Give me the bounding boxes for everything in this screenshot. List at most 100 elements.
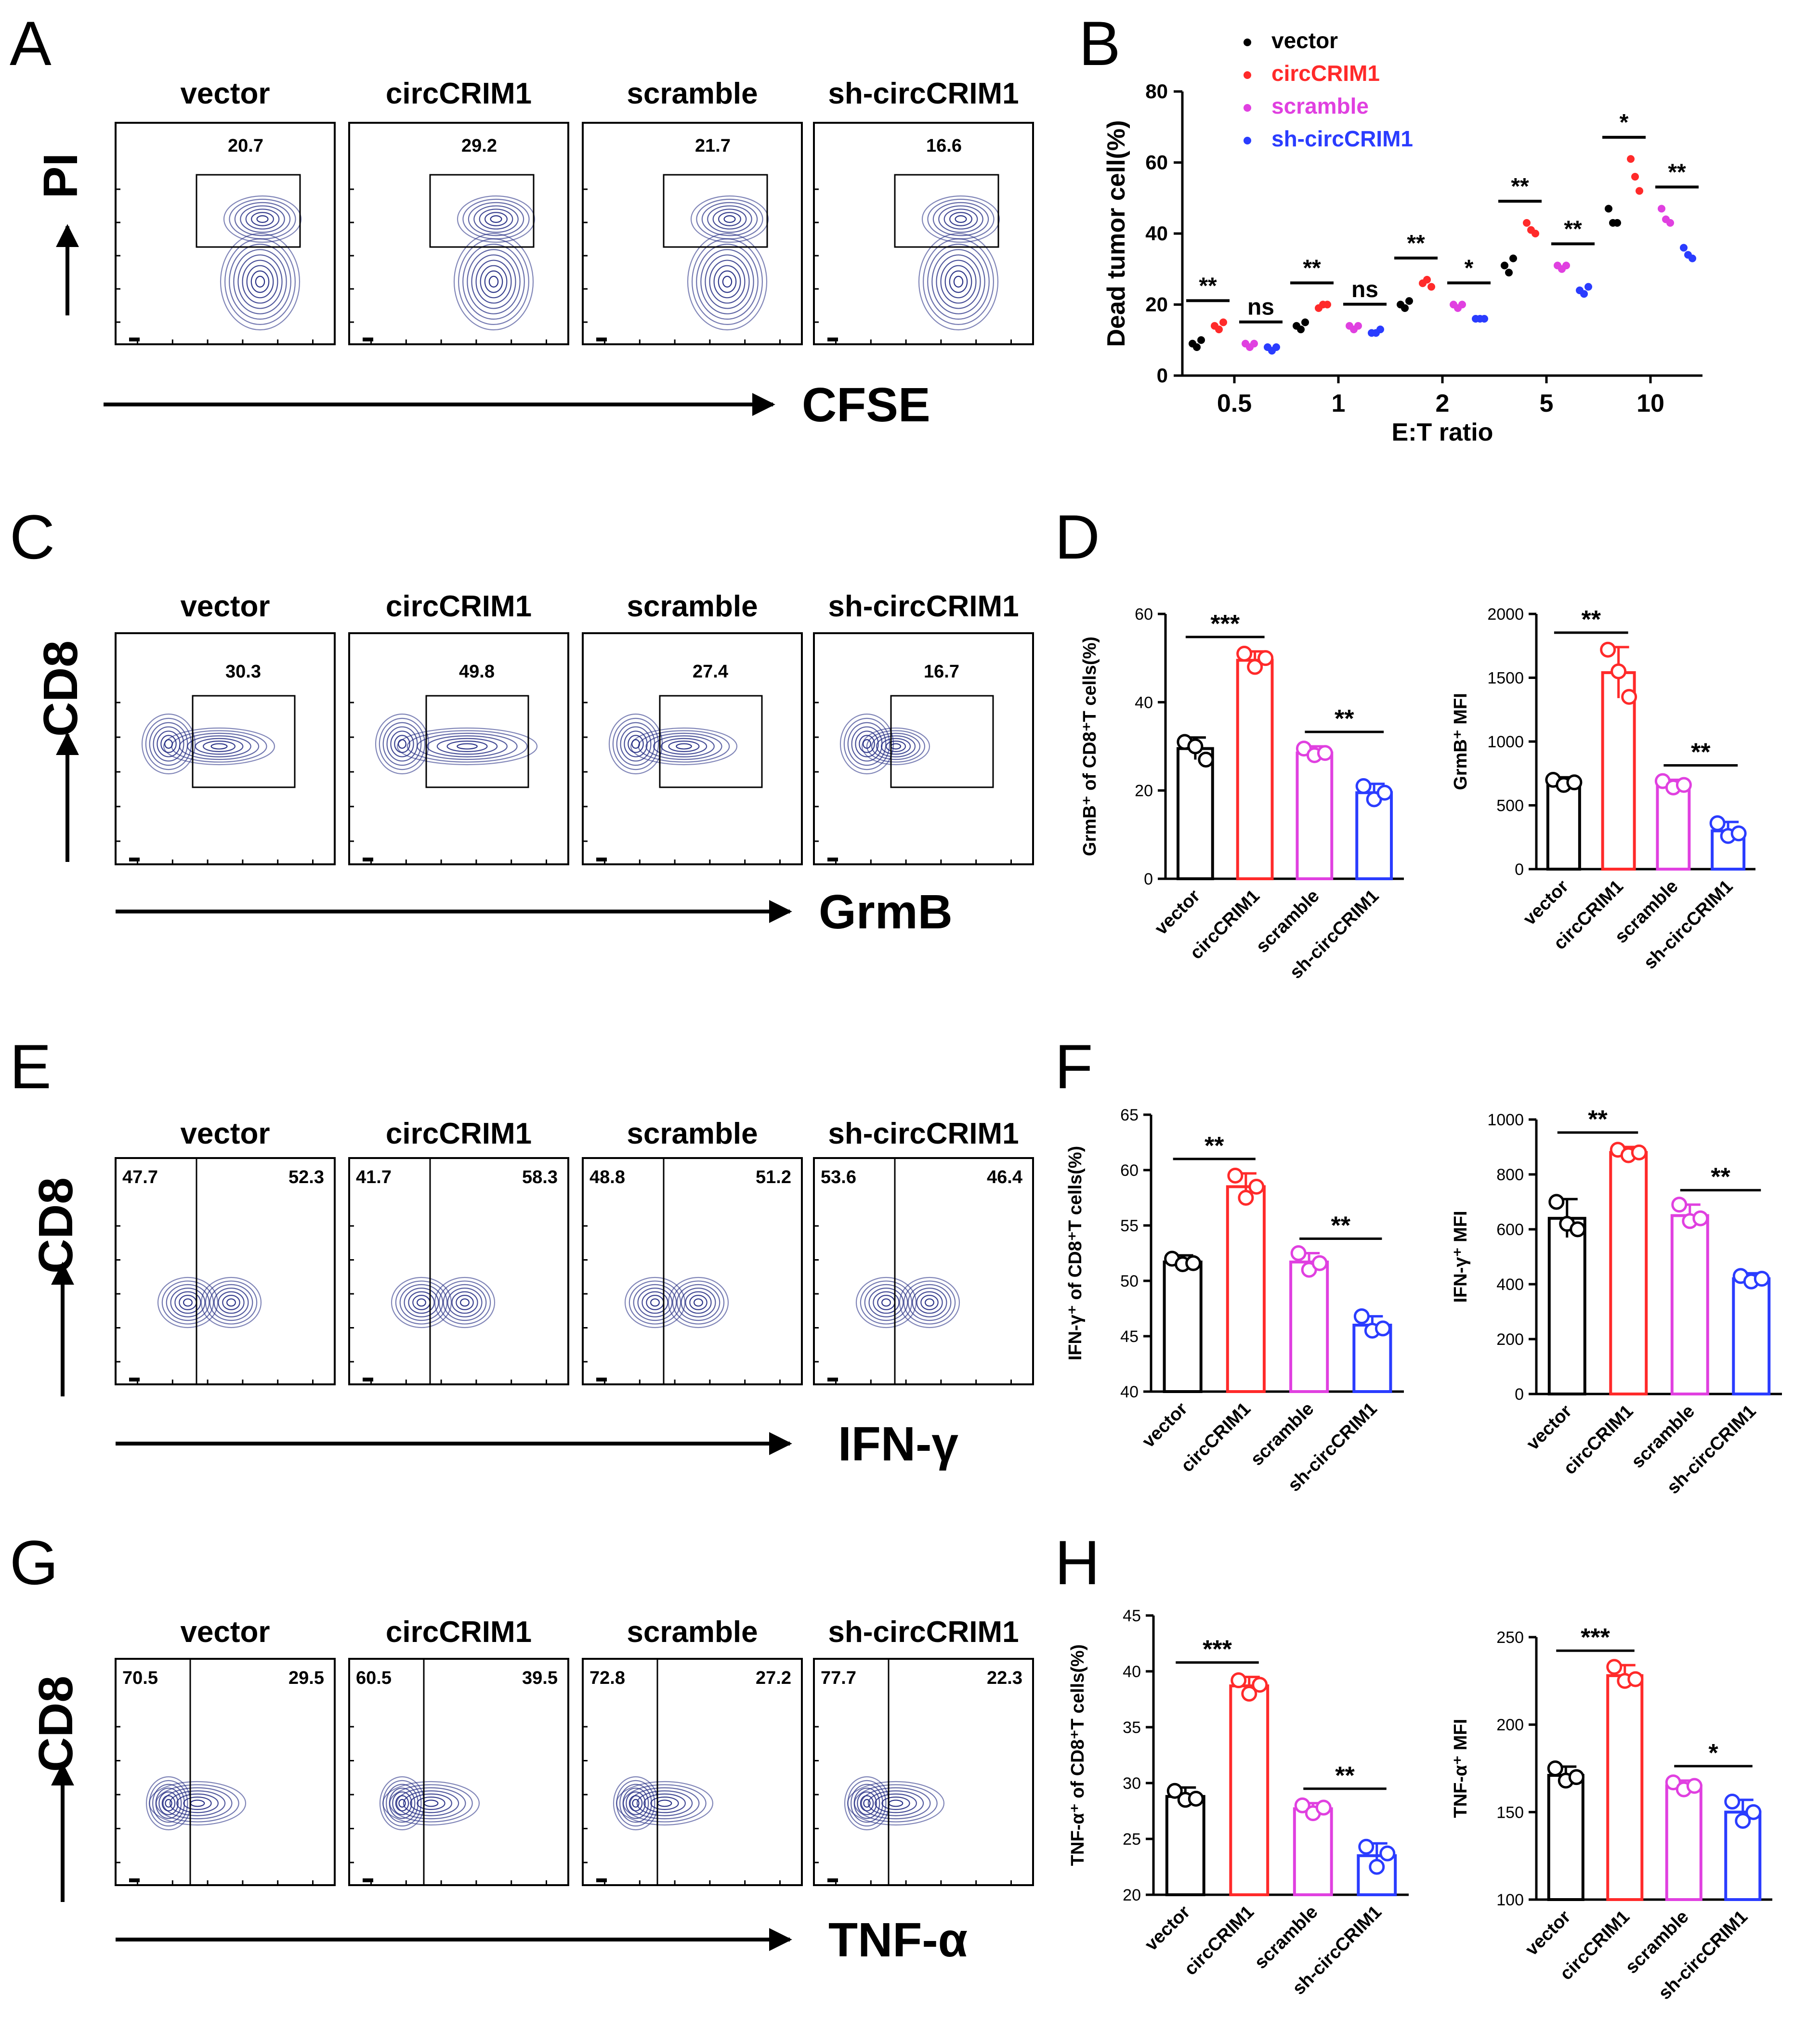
flow-panel-E-scramble: 48.8 51.2 (582, 1157, 803, 1385)
contour-main (153, 726, 184, 762)
contour-left (881, 1298, 891, 1307)
axis-marker (596, 858, 607, 861)
legend-marker (1244, 39, 1251, 46)
contour-lower (224, 238, 296, 325)
legend-marker (1244, 104, 1251, 112)
bar-circCRIM1 (1229, 1684, 1270, 1896)
x-axis-title: E:T ratio (1392, 418, 1493, 446)
bar-circCRIM1 (1236, 659, 1274, 880)
significance-label: ** (1335, 705, 1354, 733)
significance-label: ** (1668, 159, 1686, 185)
x-tick-label: circCRIM1 (1180, 1902, 1258, 1980)
contour-upper (240, 205, 285, 233)
y-tick-label: 0 (1157, 364, 1168, 387)
data-point-circCRIM1 (1523, 219, 1531, 227)
bar-vector (1165, 1795, 1205, 1897)
panel-label-G: G (10, 1527, 58, 1598)
group-label-circCRIM1: circCRIM1 (386, 77, 532, 110)
data-point-circCRIM1 (1241, 1685, 1257, 1702)
bar-scramble (1670, 1214, 1709, 1395)
contour-tail (417, 732, 518, 760)
data-point-circCRIM1 (1323, 300, 1331, 309)
contour-lower (931, 249, 985, 314)
axis-marker (363, 1378, 373, 1381)
data-point-sh-circCRIM1 (1376, 326, 1384, 334)
contour-upper (943, 208, 978, 230)
left-value: 77.7 (821, 1668, 856, 1688)
y-tick-label: 40 (1145, 222, 1168, 245)
data-point-sh-circCRIM1 (1369, 1859, 1385, 1875)
data-point-vector (1188, 1790, 1204, 1807)
data-point-sh-circCRIM1 (1480, 315, 1488, 323)
data-point-vector (1505, 269, 1513, 277)
significance-label: ** (1511, 174, 1529, 199)
x-tick-label: vector (1139, 1399, 1192, 1452)
x-tick-label: vector (1151, 886, 1204, 939)
contour-tail (676, 743, 692, 750)
axis-ticks (583, 1726, 781, 1885)
y-tick-label: 2000 (1487, 605, 1524, 624)
data-point-sh-circCRIM1 (1709, 815, 1726, 832)
significance-label: * (1620, 110, 1629, 135)
axis-ticks (349, 188, 547, 344)
contour-right (213, 1288, 249, 1317)
data-point-circCRIM1 (1247, 659, 1263, 675)
contour-main (395, 1795, 409, 1811)
bar-vector (1547, 1774, 1584, 1902)
data-point-sh-circCRIM1 (1375, 1320, 1391, 1337)
axis-marker (363, 338, 373, 341)
y-tick-label: 0 (1515, 860, 1524, 879)
plot-frame (813, 122, 1034, 345)
y-tick-label: 20 (1123, 1886, 1141, 1904)
contour-left (404, 1288, 439, 1317)
flow-panel-G-circCRIM1: 60.5 39.5 (348, 1658, 569, 1886)
contour-upper (718, 212, 741, 226)
bar-circCRIM1 (1609, 1151, 1648, 1395)
right-value: 58.3 (522, 1167, 558, 1187)
gate-box (425, 695, 529, 788)
bar-sh-circCRIM1 (1732, 1277, 1771, 1396)
plot-frame (115, 122, 336, 345)
contour-tail (645, 732, 722, 760)
gate-box (196, 174, 301, 248)
group-label-scramble: scramble (627, 590, 758, 623)
contour-upper (932, 202, 989, 236)
data-point-circCRIM1 (1248, 1179, 1265, 1195)
contour-tail (162, 1787, 233, 1820)
data-point-vector (1547, 1760, 1563, 1776)
contour-lower (471, 254, 516, 309)
y-tick-label: 35 (1123, 1719, 1141, 1737)
data-point-circCRIM1 (1219, 318, 1227, 326)
axis-ticks (349, 1726, 547, 1885)
axis-marker (596, 1878, 607, 1882)
data-point-scramble (1686, 1778, 1702, 1794)
contour-tail (382, 1781, 480, 1826)
data-point-sh-circCRIM1 (1353, 1308, 1370, 1325)
bar-scramble (1656, 783, 1691, 871)
contour-tail (210, 743, 228, 750)
x-tick-label: vector (1519, 876, 1572, 929)
y-tick-label: 40 (1120, 1383, 1139, 1401)
x-axis-label: GrmB (819, 885, 953, 939)
left-value: 48.8 (589, 1167, 625, 1187)
flow-panel-C-circCRIM1: 49.8 (348, 632, 569, 865)
contour-tail (396, 727, 538, 766)
panel-label-B: B (1079, 8, 1121, 78)
contour-right (218, 1291, 245, 1314)
data-point-sh-circCRIM1 (1689, 254, 1696, 262)
data-point-scramble (1311, 1255, 1328, 1271)
data-point-circCRIM1 (1611, 663, 1627, 679)
axis-marker (129, 1878, 140, 1882)
x-axis-label: TNF-α (828, 1913, 968, 1967)
axis-ticks (116, 702, 314, 864)
data-point-scramble (1665, 1774, 1681, 1791)
contour-tail (163, 727, 275, 766)
data-point-sh-circCRIM1 (1724, 1794, 1741, 1810)
significance-label: ** (1582, 606, 1601, 634)
contour-tail (406, 730, 528, 763)
data-point-sh-circCRIM1 (1735, 1813, 1751, 1829)
contour-main (158, 1791, 179, 1815)
y-tick-label: 200 (1496, 1330, 1524, 1349)
contour-tail (410, 1793, 452, 1813)
x-tick-label: vector (1523, 1401, 1576, 1454)
